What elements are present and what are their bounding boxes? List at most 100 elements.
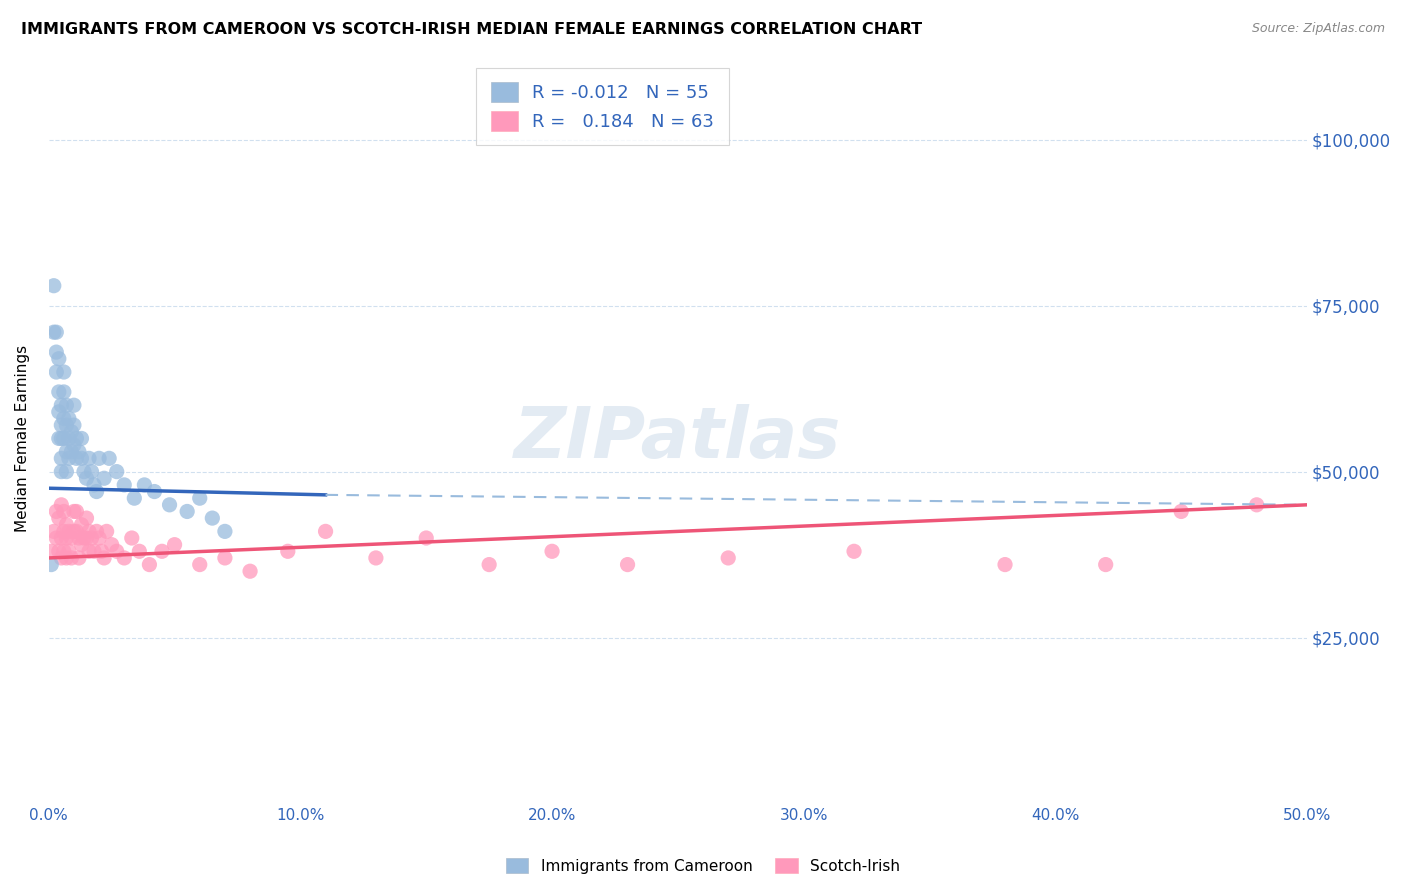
Point (52, 504, 75, 518)
Point (63, 438, 86, 452)
Point (51, 418, 73, 433)
Point (52, 384, 75, 399)
Point (48, 384, 70, 399)
Point (63, 524, 86, 539)
Point (315, 524, 337, 539)
Point (58, 411, 80, 425)
Point (112, 478, 135, 492)
Point (60, 425, 83, 439)
Point (42, 278, 65, 293)
Point (48, 544, 70, 558)
Point (93, 471, 115, 485)
Point (67, 444, 90, 458)
Point (188, 558, 211, 572)
Point (163, 538, 186, 552)
Point (128, 544, 150, 558)
Point (55, 398, 77, 412)
Point (76, 511, 98, 525)
Point (80, 531, 103, 545)
Point (138, 558, 160, 572)
Point (1246, 498, 1268, 512)
Point (52, 365, 75, 379)
Point (52, 544, 75, 558)
Point (48, 511, 70, 525)
Point (87, 531, 110, 545)
Point (105, 544, 128, 558)
Point (159, 498, 181, 512)
Point (51, 550, 73, 565)
Point (65, 504, 87, 518)
Point (67, 531, 90, 545)
Point (121, 531, 143, 545)
Point (112, 550, 135, 565)
Point (83, 478, 105, 492)
Point (188, 491, 211, 506)
Point (214, 524, 236, 539)
Point (842, 544, 865, 558)
Point (63, 398, 86, 412)
Point (150, 544, 173, 558)
Point (51, 498, 73, 512)
Point (51, 398, 73, 412)
Point (994, 558, 1017, 572)
Point (65, 524, 87, 539)
Point (58, 451, 80, 466)
Point (52, 524, 75, 539)
Point (93, 550, 115, 565)
Point (105, 465, 128, 479)
Point (76, 471, 98, 485)
Point (90, 544, 112, 558)
Point (48, 351, 70, 366)
Point (55, 418, 77, 433)
Point (52, 411, 75, 425)
Point (55, 465, 77, 479)
Point (45, 365, 67, 379)
Point (58, 544, 80, 558)
Point (55, 550, 77, 565)
Point (58, 432, 80, 446)
Point (70, 517, 93, 532)
Point (51, 465, 73, 479)
Y-axis label: Median Female Earnings: Median Female Earnings (15, 345, 30, 532)
Point (214, 550, 236, 565)
Point (51, 531, 73, 545)
Point (96, 524, 118, 539)
Point (717, 550, 740, 565)
Point (60, 444, 83, 458)
Point (1094, 558, 1116, 572)
Point (86, 484, 108, 499)
Point (616, 558, 638, 572)
Point (65, 451, 87, 466)
Point (42, 524, 65, 539)
Point (63, 504, 86, 518)
Point (77, 524, 100, 539)
Point (60, 531, 83, 545)
Legend: Immigrants from Cameroon, Scotch-Irish: Immigrants from Cameroon, Scotch-Irish (499, 852, 907, 880)
Point (100, 538, 122, 552)
Point (201, 511, 224, 525)
Point (1170, 504, 1192, 518)
Point (45, 531, 67, 545)
Point (478, 558, 501, 572)
Point (124, 491, 146, 506)
Point (55, 517, 77, 532)
Point (83, 544, 105, 558)
Point (76, 531, 98, 545)
Point (58, 524, 80, 539)
Legend: R = -0.012   N = 55, R =   0.184   N = 63: R = -0.012 N = 55, R = 0.184 N = 63 (477, 68, 728, 145)
Point (51, 451, 73, 466)
Point (52, 432, 75, 446)
Point (42, 325, 65, 339)
Point (134, 478, 156, 492)
Point (87, 451, 110, 466)
Point (45, 325, 67, 339)
Point (70, 432, 93, 446)
Point (98, 451, 121, 466)
Point (80, 465, 103, 479)
Point (51, 432, 73, 446)
Point (77, 544, 100, 558)
Point (77, 451, 100, 466)
Point (48, 405, 70, 419)
Point (541, 544, 564, 558)
Point (73, 531, 96, 545)
